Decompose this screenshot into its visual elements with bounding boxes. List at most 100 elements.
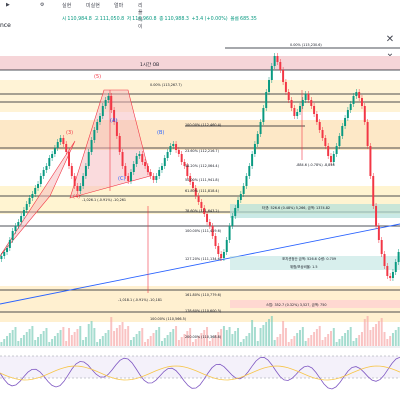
settings-icon[interactable]: ⚙	[40, 2, 45, 8]
candle-body	[391, 272, 394, 278]
volume-bar	[197, 336, 200, 346]
candle-body	[203, 208, 206, 214]
volume-bar	[130, 340, 132, 346]
wave-label: (B)	[157, 130, 164, 136]
volume-bar	[296, 333, 299, 346]
volume-bar	[31, 326, 34, 346]
fib-level-label: 100.00% (110,566.5)	[150, 317, 187, 321]
candle-body	[251, 154, 254, 166]
toolbar-item-3[interactable]: 얼마	[114, 3, 124, 9]
ohlc-high-label: 고	[94, 17, 99, 22]
candle-body	[256, 134, 259, 144]
candle-body	[56, 142, 59, 148]
volume-bar	[25, 332, 28, 346]
candle-body	[6, 248, 9, 252]
volume-bar	[279, 334, 282, 346]
volume-bar	[349, 327, 352, 346]
candle-body	[14, 226, 17, 231]
candle-body	[51, 154, 54, 158]
volume-bar	[293, 336, 296, 346]
volume-bar	[160, 341, 163, 346]
volume-bar	[262, 325, 265, 346]
close-icon[interactable]: ✕	[385, 34, 395, 45]
candle-body	[282, 70, 285, 82]
candle-body	[293, 108, 296, 116]
volume-bar	[341, 336, 344, 346]
volume-bar	[217, 332, 220, 346]
rsi-ma-line	[0, 365, 400, 381]
wave-label: (C)	[118, 176, 125, 182]
toolbar-item-1[interactable]: 실현	[62, 3, 72, 9]
volume-bar	[346, 330, 349, 346]
candle-body	[177, 150, 180, 154]
candle-body	[115, 122, 118, 136]
candle-body	[349, 104, 352, 110]
toolbar-item-4[interactable]: 리플레이	[138, 3, 143, 30]
candle-body	[166, 152, 169, 158]
volume-bar	[144, 342, 147, 346]
volume-bar	[363, 319, 366, 346]
volume-bar	[141, 328, 144, 346]
ohlc-high: 111,050.8	[99, 17, 125, 22]
fib-level-label: 38.20% (112,064.4)	[185, 164, 220, 168]
volume-bar	[135, 334, 138, 346]
volume-bar	[391, 333, 394, 346]
volume-bar	[239, 342, 242, 346]
ob-band-top	[0, 56, 400, 70]
volume-bar	[268, 319, 270, 346]
volume-bar	[183, 334, 186, 346]
candle-body	[172, 144, 175, 146]
volume-bar	[163, 338, 166, 346]
volume-bar	[0, 342, 3, 346]
fib-band-yellow-1	[0, 80, 400, 112]
candle-body	[248, 166, 251, 176]
volume-bar	[73, 332, 76, 346]
volume-bar	[56, 333, 59, 346]
volume-bar	[59, 330, 62, 346]
candle-body	[48, 158, 51, 166]
toolbar-item-2[interactable]: 미실현	[86, 3, 100, 9]
volume-bar	[152, 333, 155, 346]
volume-bar	[352, 341, 355, 346]
ohlc-low-label: 저	[126, 17, 132, 22]
ohlc-volume: 685.35	[240, 17, 257, 22]
play-icon[interactable]: ▶	[6, 2, 10, 8]
volume-bar	[318, 326, 321, 346]
rsi-band	[0, 356, 400, 378]
candle-body	[144, 162, 147, 166]
candle-body	[245, 176, 248, 186]
volume-bar	[284, 328, 287, 346]
volume-bar	[324, 337, 327, 346]
candle-body	[231, 216, 234, 226]
volume-bar	[175, 326, 178, 346]
measure-label: -1,018.1 (-0.91%) -10,181	[118, 298, 162, 302]
candle-body	[321, 130, 324, 138]
measure-label: -884.6 (-0.78%) -8,846	[296, 163, 335, 167]
rsi-panel[interactable]	[0, 346, 400, 400]
candle-body	[180, 154, 183, 162]
candle-body	[53, 148, 56, 154]
volume-bar	[389, 336, 392, 346]
price-chart[interactable]: 1시간 OB 0.00% (115,230.6) 0.00% (113,267.7)…	[0, 26, 400, 346]
candle-body	[273, 56, 276, 66]
toolbar: ▶ 실현 미실현 얼마 리플레이 ⚙	[0, 0, 143, 30]
fib-level-label: 50.00% (111,941.8)	[185, 178, 220, 182]
candle-body	[344, 118, 347, 126]
candle-body	[276, 56, 279, 62]
volume-bar	[355, 338, 358, 346]
candle-body	[214, 236, 217, 246]
volume-bar	[28, 329, 31, 346]
candle-body	[372, 176, 375, 206]
fib-level-label: 100.00% (111,419.6)	[185, 229, 222, 233]
candle-body	[389, 276, 392, 278]
candle-body	[183, 162, 186, 166]
volume-bar	[84, 337, 87, 346]
volume-bar	[299, 330, 301, 346]
volume-bar	[115, 328, 118, 346]
volume-bar	[282, 321, 285, 346]
candle-body	[17, 222, 20, 226]
volume-bar	[194, 339, 197, 346]
chevron-down-icon[interactable]: ⌄	[385, 48, 395, 59]
volume-bar	[76, 329, 79, 346]
volume-bar	[237, 328, 240, 346]
